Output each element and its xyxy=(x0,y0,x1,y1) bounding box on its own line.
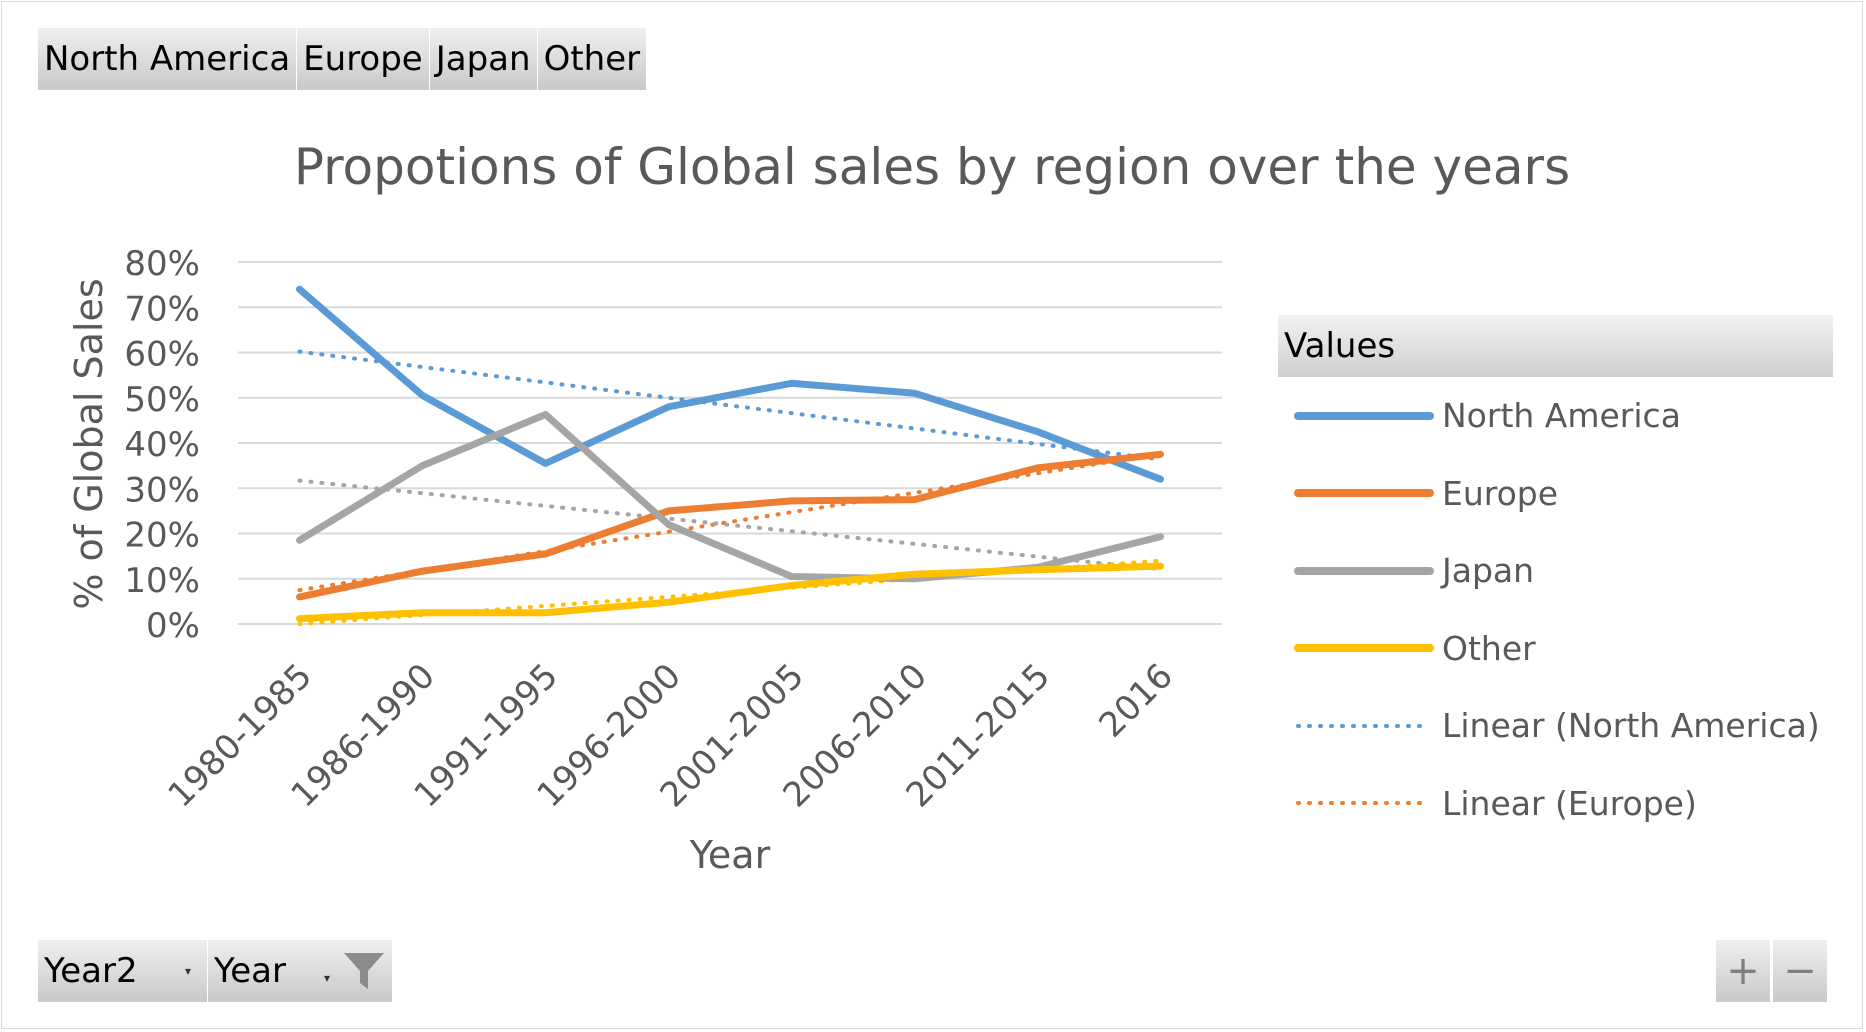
legend-label: Linear (North America) xyxy=(1442,706,1820,746)
dropdown-arrow-icon: ▾ xyxy=(184,964,191,978)
legend-swatch xyxy=(1294,411,1434,420)
field-button-other[interactable]: Other xyxy=(537,28,648,90)
legend-swatch xyxy=(1294,489,1434,498)
field-button-year2-label: Year2 xyxy=(44,951,138,991)
y-tick-label: 30% xyxy=(124,470,200,510)
axis-field-buttons: Year2 ▾ Year ▾ xyxy=(38,940,393,1002)
y-tick-label: 70% xyxy=(124,289,200,329)
field-button-north-america[interactable]: North America xyxy=(38,28,298,90)
series-field-buttons: North America Europe Japan Other xyxy=(38,28,648,90)
series-line-north-america[interactable] xyxy=(296,285,1164,483)
y-tick-label: 60% xyxy=(124,335,200,375)
legend-label: Other xyxy=(1442,628,1536,668)
legend-item[interactable]: Other xyxy=(1278,610,1833,688)
trendline-japan[interactable] xyxy=(297,478,1163,572)
x-tick-label: 2016 xyxy=(1091,656,1180,745)
y-tick-label: 80% xyxy=(124,244,200,284)
zoom-out-button[interactable]: − xyxy=(1773,940,1827,1002)
series-line-europe[interactable] xyxy=(296,450,1164,601)
legend-swatch xyxy=(1294,566,1434,575)
series-line-japan[interactable] xyxy=(296,411,1164,583)
legend-swatch xyxy=(1296,801,1432,806)
y-axis-label: % of Global Sales xyxy=(67,278,111,609)
field-button-europe[interactable]: Europe xyxy=(297,28,430,90)
legend-item[interactable]: North America xyxy=(1278,377,1833,455)
chart-title: Propotions of Global sales by region ove… xyxy=(294,138,1570,196)
field-button-year2[interactable]: Year2 ▾ xyxy=(38,940,208,1002)
legend-swatch xyxy=(1296,723,1432,728)
field-button-year[interactable]: Year ▾ xyxy=(208,940,393,1002)
series-line-other[interactable] xyxy=(296,562,1164,623)
legend-item[interactable]: Linear (North America) xyxy=(1278,687,1833,765)
legend: Values North America Europe Japan Other Line… xyxy=(1278,315,1833,842)
series-lines xyxy=(296,285,1164,626)
legend-label: Japan xyxy=(1442,551,1535,591)
y-tick-label: 10% xyxy=(124,561,200,601)
legend-label: Linear (Europe) xyxy=(1442,783,1697,823)
legend-swatch xyxy=(1294,644,1434,653)
y-tick-label: 50% xyxy=(124,380,200,420)
y-tick-label: 40% xyxy=(124,425,200,465)
legend-item[interactable]: Linear (Europe) xyxy=(1278,765,1833,843)
legend-header[interactable]: Values xyxy=(1278,315,1833,377)
filter-icon xyxy=(344,953,384,989)
legend-item[interactable]: Europe xyxy=(1278,455,1833,533)
field-button-japan[interactable]: Japan xyxy=(429,28,538,90)
trendline-north-america[interactable] xyxy=(297,349,1163,462)
field-button-year-label: Year xyxy=(214,951,286,991)
legend-item[interactable]: Japan xyxy=(1278,532,1833,610)
dropdown-arrow-icon: ▾ xyxy=(323,971,330,985)
y-tick-labels: 0% 10% 20% 30% 40% 50% 60% 70% 80% xyxy=(124,244,200,646)
y-tick-label: 20% xyxy=(124,516,200,556)
y-tick-label: 0% xyxy=(146,606,200,646)
legend-items: North America Europe Japan Other Linear (Nor… xyxy=(1278,377,1833,842)
zoom-controls: + − xyxy=(1716,940,1827,1002)
x-axis-label: Year xyxy=(689,833,771,877)
legend-label: Europe xyxy=(1442,473,1559,513)
x-tick-labels: 1980-19851986-19901991-19951996-20002001… xyxy=(161,656,1181,815)
gridlines xyxy=(238,261,1222,625)
legend-label: North America xyxy=(1442,396,1681,436)
zoom-in-button[interactable]: + xyxy=(1716,940,1770,1002)
